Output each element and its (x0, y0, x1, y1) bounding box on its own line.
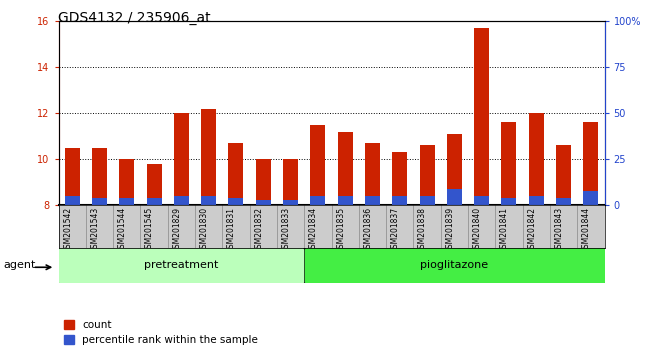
Text: GSM201832: GSM201832 (254, 207, 263, 253)
Bar (228, 143, 244, 205)
Bar (365, 143, 380, 205)
Text: GSM201837: GSM201837 (391, 207, 400, 253)
Text: GSM201829: GSM201829 (172, 207, 181, 253)
Text: GSM201840: GSM201840 (473, 207, 482, 253)
Bar (556, 198, 571, 205)
Bar (337, 132, 353, 205)
Bar (174, 196, 189, 205)
Bar (501, 198, 517, 205)
Text: GSM201843: GSM201843 (554, 207, 564, 253)
Bar (64, 148, 80, 205)
Bar (447, 189, 462, 205)
Text: GSM201833: GSM201833 (281, 207, 291, 253)
Bar (474, 28, 489, 205)
Bar (310, 125, 326, 205)
Text: GSM201844: GSM201844 (582, 207, 591, 253)
Text: GSM201542: GSM201542 (63, 207, 72, 253)
Bar (255, 200, 271, 205)
Bar (174, 113, 189, 205)
Bar (501, 122, 517, 205)
Text: GSM201839: GSM201839 (445, 207, 454, 253)
Text: GSM201842: GSM201842 (527, 207, 536, 253)
Bar (92, 198, 107, 205)
Text: pioglitazone: pioglitazone (421, 261, 488, 270)
Bar (146, 164, 162, 205)
Bar (392, 196, 408, 205)
Legend: count, percentile rank within the sample: count, percentile rank within the sample (64, 320, 258, 345)
Bar (305, 249, 604, 282)
Bar (528, 196, 544, 205)
Bar (119, 159, 135, 205)
Text: GSM201838: GSM201838 (418, 207, 427, 253)
Text: pretreatment: pretreatment (144, 261, 218, 270)
Text: GSM201831: GSM201831 (227, 207, 236, 253)
Bar (392, 152, 408, 205)
Bar (583, 190, 599, 205)
Bar (447, 134, 462, 205)
Bar (228, 198, 244, 205)
Bar (419, 145, 435, 205)
Bar (146, 198, 162, 205)
Text: GSM201841: GSM201841 (500, 207, 509, 253)
Text: GDS4132 / 235906_at: GDS4132 / 235906_at (58, 11, 211, 25)
Text: GSM201836: GSM201836 (363, 207, 372, 253)
Text: GSM201544: GSM201544 (118, 207, 127, 253)
Bar (201, 109, 216, 205)
Bar (419, 196, 435, 205)
Bar (283, 159, 298, 205)
Bar (92, 148, 107, 205)
Text: GSM201545: GSM201545 (145, 207, 154, 253)
Bar (255, 159, 271, 205)
Bar (528, 113, 544, 205)
Text: agent: agent (3, 261, 36, 270)
Bar (310, 196, 326, 205)
Bar (337, 196, 353, 205)
Bar (474, 196, 489, 205)
Text: GSM201543: GSM201543 (90, 207, 99, 253)
Bar (59, 249, 304, 282)
Bar (583, 122, 599, 205)
Bar (119, 198, 135, 205)
Bar (64, 196, 80, 205)
Bar (283, 200, 298, 205)
Bar (201, 196, 216, 205)
Bar (365, 196, 380, 205)
Text: GSM201835: GSM201835 (336, 207, 345, 253)
Text: GSM201834: GSM201834 (309, 207, 318, 253)
Bar (556, 145, 571, 205)
Text: GSM201830: GSM201830 (200, 207, 209, 253)
